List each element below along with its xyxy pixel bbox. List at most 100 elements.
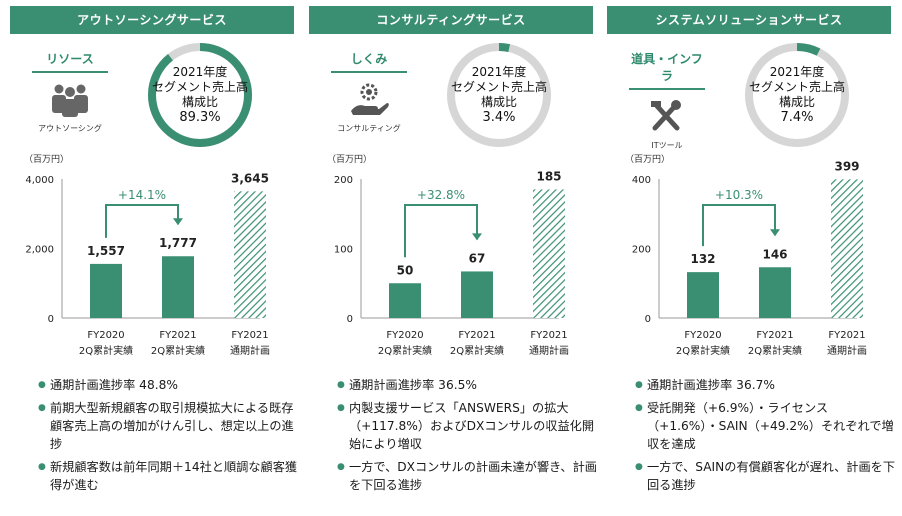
x-tick-label: 2Q累計実績: [79, 344, 133, 357]
growth-arrow: [105, 204, 183, 238]
bar-value-label: 146: [762, 247, 787, 261]
x-tick-label: 2Q累計実績: [151, 344, 205, 357]
bar-value-label: 50: [397, 263, 414, 277]
growth-rate-label: +32.8%: [417, 188, 465, 202]
y-tick-label: 0: [347, 314, 353, 325]
ring-line-ratio: 構成比: [480, 95, 517, 109]
growth-rate-label: +10.3%: [715, 188, 763, 202]
category-block: リソース アウトソーシング: [32, 50, 108, 134]
ring-text: 2021年度 セグメント売上高 構成比 3.4%: [444, 40, 554, 150]
bullet-list: 通期計画進捗率 48.8% 前期大型新規顧客の取引規模拡大による既存顧客売上高の…: [38, 376, 302, 499]
bar: [389, 283, 421, 318]
ring-line-segment: セグメント売上高: [151, 80, 248, 94]
bar-value-label: 132: [690, 252, 715, 266]
bar: [461, 271, 493, 318]
bar: [234, 191, 266, 318]
ring-text: 2021年度 セグメント売上高 構成比 7.4%: [742, 40, 852, 150]
unit-label: （百万円）: [625, 155, 671, 165]
segment-panel-consulting: コンサルティングサービス しくみ コンサルティング 2021年度 セグメント売上…: [309, 0, 599, 516]
segment-header: システムソリューションサービス: [607, 6, 891, 34]
category-subtitle: コンサルティング: [337, 124, 401, 133]
x-tick-label: 通期計画: [827, 344, 867, 357]
bar-value-label: 1,557: [87, 244, 125, 258]
ring-share-arc: [447, 43, 551, 147]
y-tick-label: 0: [645, 314, 651, 325]
bar: [759, 267, 791, 318]
category-title: リソース: [32, 50, 108, 73]
y-tick-label: 2,000: [25, 245, 54, 256]
bullet-item: 通期計画進捗率 36.7%: [635, 376, 899, 394]
bar-value-label: 185: [536, 169, 561, 183]
x-tick-label: FY2020: [386, 330, 423, 341]
bullet-item: 一方で、DXコンサルの計画未達が響き、計画を下回る進捗: [337, 458, 601, 494]
bar: [90, 263, 122, 318]
category-block: 道具・インフラ ITツール: [629, 50, 705, 151]
bar: [831, 179, 863, 318]
ring-share-arc: [148, 43, 252, 147]
bullet-item: 一方で、SAINの有償顧客化が遅れ、計画を下回る進捗: [635, 458, 899, 494]
x-tick-label: 2Q累計実績: [748, 344, 802, 357]
ring-line-ratio: 構成比: [181, 95, 218, 109]
composition-ring: [745, 43, 849, 147]
x-tick-label: FY2021: [756, 330, 793, 341]
y-tick-label: 200: [632, 245, 651, 256]
ring-text: 2021年度 セグメント売上高 構成比 89.3%: [145, 40, 255, 150]
category-subtitle: ITツール: [651, 141, 683, 150]
bullet-list: 通期計画進捗率 36.5% 内製支援サービス「ANSWERS」の拡大（+117.…: [337, 376, 601, 499]
x-tick-label: FY2021: [159, 330, 196, 341]
growth-rate-label: +14.1%: [118, 188, 166, 202]
bullet-item: 内製支援サービス「ANSWERS」の拡大（+117.8%）およびDXコンサルの収…: [337, 399, 601, 453]
x-tick-label: FY2020: [87, 330, 124, 341]
bar: [533, 189, 565, 318]
tools-icon: [651, 100, 681, 131]
segment-panel-outsourcing: アウトソーシングサービス リソース アウトソーシング 2021年度 セグメント売…: [10, 0, 300, 516]
y-tick-label: 4,000: [25, 175, 54, 186]
x-tick-label: FY2021: [458, 330, 495, 341]
category-title: しくみ: [331, 50, 407, 73]
bar-value-label: 399: [834, 160, 859, 173]
ring-line-segment: セグメント売上高: [450, 80, 547, 94]
growth-arrow: [404, 204, 482, 258]
growth-arrow: [702, 204, 780, 247]
bar: [162, 256, 194, 318]
bar-chart: 0 100 200 50 FY2020 2Q累計実績 67 FY2021 2Q累計実績 185 FY…: [334, 169, 569, 357]
bar-value-label: 67: [469, 251, 486, 265]
bar: [687, 272, 719, 318]
x-tick-label: FY2021: [231, 330, 268, 341]
segment-panel-system-solution: システムソリューションサービス 道具・インフラ ITツール 2021年度 セグメ…: [607, 0, 897, 516]
segment-header: アウトソーシングサービス: [10, 6, 294, 34]
composition-ring: [447, 43, 551, 147]
bullet-item: 通期計画進捗率 48.8%: [38, 376, 302, 394]
bar-chart: 0 200 400 132 FY2020 2Q累計実績 146 FY2021 2Q累計実績 399…: [632, 160, 867, 357]
x-tick-label: 2Q累計実績: [378, 344, 432, 357]
x-tick-label: FY2021: [530, 330, 567, 341]
ring-percentage: 3.4%: [482, 110, 516, 125]
x-tick-label: FY2020: [684, 330, 721, 341]
bar-value-label: 1,777: [159, 236, 197, 250]
bullet-item: 新規顧客数は前年同期＋14社と順調な顧客獲得が進む: [38, 458, 302, 494]
x-tick-label: 通期計画: [230, 344, 270, 357]
ring-line-year: 2021年度: [471, 65, 527, 79]
bullet-item: 通期計画進捗率 36.5%: [337, 376, 601, 394]
bar-value-label: 3,645: [231, 171, 269, 185]
x-tick-label: FY2021: [828, 330, 865, 341]
bullet-list: 通期計画進捗率 36.7% 受託開発（+6.9%）・ライセンス（+1.6%）・S…: [635, 376, 899, 499]
ring-line-year: 2021年度: [769, 65, 825, 79]
x-tick-label: 通期計画: [529, 344, 569, 357]
ring-line-segment: セグメント売上高: [748, 80, 845, 94]
bar-chart: 0 2,000 4,000 1,557 FY2020 2Q累計実績 1,777 FY2021 2…: [25, 171, 270, 357]
bullet-item: 受託開発（+6.9%）・ライセンス（+1.6%）・SAIN（+49.2%）それぞ…: [635, 399, 899, 453]
y-tick-label: 0: [48, 314, 54, 325]
segment-header: コンサルティングサービス: [309, 6, 593, 34]
unit-label: （百万円）: [327, 155, 373, 165]
y-tick-label: 200: [334, 175, 353, 186]
unit-label: （百万円）: [24, 155, 70, 165]
x-tick-label: 2Q累計実績: [676, 344, 730, 357]
category-block: しくみ コンサルティング: [331, 50, 407, 134]
ring-line-year: 2021年度: [172, 65, 228, 79]
people-icon: [52, 84, 88, 117]
ring-percentage: 7.4%: [780, 110, 814, 125]
bullet-item: 前期大型新規顧客の取引規模拡大による既存顧客売上高の増加がけん引し、想定以上の進…: [38, 399, 302, 453]
gear-hand-icon: [351, 83, 389, 115]
y-tick-label: 400: [632, 175, 651, 186]
